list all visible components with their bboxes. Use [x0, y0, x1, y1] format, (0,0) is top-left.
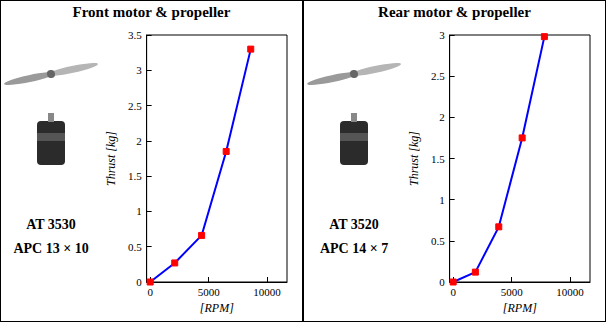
svg-text:[RPM]: [RPM] — [200, 301, 234, 315]
svg-text:10000: 10000 — [253, 286, 281, 298]
svg-text:Thrust [kg]: Thrust [kg] — [407, 131, 421, 186]
svg-text:2: 2 — [439, 111, 445, 123]
svg-text:5000: 5000 — [198, 286, 221, 298]
svg-text:3.5: 3.5 — [128, 29, 142, 41]
svg-text:0: 0 — [136, 276, 142, 288]
svg-text:0: 0 — [147, 286, 153, 298]
svg-text:3: 3 — [136, 64, 142, 76]
html-text:Front motor & propeller: Front motor & propeller — [72, 4, 231, 20]
svg-text:1: 1 — [136, 205, 142, 217]
html-text:APC 14 × 7: APC 14 × 7 — [319, 241, 389, 256]
svg-text:0: 0 — [439, 276, 445, 288]
svg-text:2.5: 2.5 — [128, 100, 142, 112]
svg-text:3: 3 — [439, 29, 445, 41]
html-text:AT 3520: AT 3520 — [329, 217, 379, 232]
html-text:Rear motor & propeller: Rear motor & propeller — [378, 4, 531, 20]
svg-text:1: 1 — [439, 194, 445, 206]
html-text:APC 13 × 10: APC 13 × 10 — [13, 241, 89, 256]
svg-text:0: 0 — [450, 286, 456, 298]
svg-text:2.5: 2.5 — [431, 70, 445, 82]
svg-text:Thrust [kg]: Thrust [kg] — [104, 131, 118, 186]
svg-text:[RPM]: [RPM] — [503, 301, 537, 315]
svg-text:0.5: 0.5 — [128, 241, 142, 253]
svg-text:2: 2 — [136, 135, 142, 147]
svg-text:5000: 5000 — [501, 286, 523, 298]
svg-text:1.5: 1.5 — [431, 153, 445, 165]
svg-text:0.5: 0.5 — [431, 235, 445, 247]
html-text:AT 3530: AT 3530 — [26, 217, 76, 232]
svg-text:10000: 10000 — [556, 286, 584, 298]
svg-text:1.5: 1.5 — [128, 170, 142, 182]
